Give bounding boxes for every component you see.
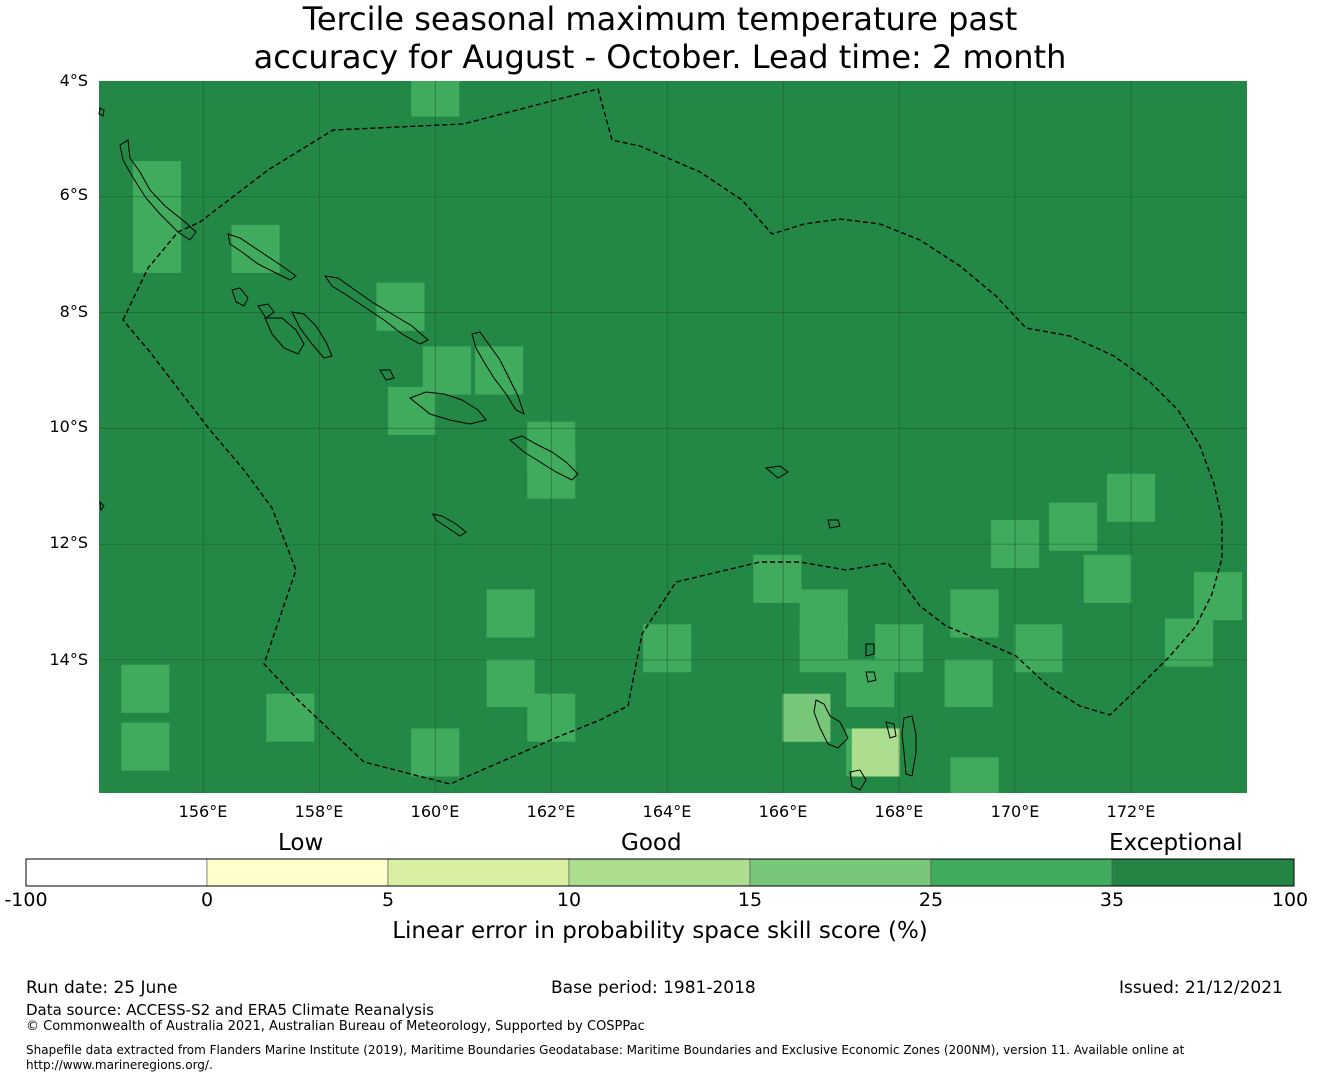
island-outline — [764, 465, 789, 479]
skill-cell — [851, 728, 900, 777]
data-source: Data source: ACCESS-S2 and ERA5 Climate … — [26, 1001, 434, 1019]
island-outline — [409, 391, 487, 425]
colorbar-tick-label: 35 — [1099, 889, 1125, 911]
island-outline — [98, 107, 105, 117]
island-outline — [471, 331, 525, 415]
skill-background — [99, 81, 1247, 793]
island-outline — [379, 369, 395, 381]
skill-cell — [950, 757, 999, 793]
colorbar-tick-label: 100 — [1271, 889, 1309, 911]
colorbar-segment — [25, 858, 208, 887]
island-outline — [865, 671, 877, 683]
skill-cell — [1193, 572, 1243, 621]
skill-cell — [376, 282, 425, 331]
lat-label: 4°S — [59, 71, 88, 90]
skill-cell — [266, 693, 315, 742]
lat-label: 12°S — [49, 533, 88, 552]
island-outline — [901, 715, 917, 777]
colorbar-tick-label: -100 — [4, 889, 48, 911]
colorbar-segment — [1111, 858, 1295, 887]
colorbar-segment — [568, 858, 751, 887]
skill-cell — [753, 554, 802, 603]
skill-cell — [846, 658, 895, 708]
colorbar-tick-label: 15 — [737, 889, 763, 911]
lat-label: 10°S — [49, 417, 88, 436]
lon-label: 172°E — [1106, 802, 1156, 821]
skill-cell — [950, 589, 999, 638]
island-outline — [99, 500, 105, 512]
colorbar-segment — [206, 858, 389, 887]
island-outline — [813, 699, 849, 749]
colorbar-tick-label: 0 — [200, 889, 214, 911]
island-outline — [827, 519, 841, 529]
lat-label: 14°S — [49, 650, 88, 669]
colorbar-tick-label: 5 — [381, 889, 395, 911]
skill-cell — [1014, 624, 1063, 673]
colorbar-tick-label: 10 — [556, 889, 582, 911]
island-outline — [432, 513, 467, 537]
run-date: Run date: 25 June — [26, 978, 178, 998]
title-line-2: accuracy for August - October. Lead time… — [253, 38, 1067, 76]
lat-label: 8°S — [59, 302, 88, 321]
category-label-good: Good — [621, 830, 682, 856]
title-line-1: Tercile seasonal maximum temperature pas… — [302, 0, 1018, 38]
colorbar-label: Linear error in probability space skill … — [392, 918, 928, 944]
island-outline — [119, 139, 197, 241]
skill-cell — [474, 346, 524, 395]
map-title: Tercile seasonal maximum temperature pas… — [0, 0, 1320, 76]
skill-cell — [422, 346, 471, 395]
island-outline — [865, 643, 875, 657]
island-outline — [885, 721, 897, 739]
island-outline — [849, 769, 867, 791]
island-outline — [291, 311, 333, 359]
skill-cell — [799, 624, 848, 673]
colorbar-tick-label: 25 — [918, 889, 944, 911]
lon-label: 158°E — [294, 802, 344, 821]
island-outline — [264, 317, 305, 355]
colorbar-frame — [25, 858, 1295, 887]
lon-label: 156°E — [178, 802, 228, 821]
lon-label: 164°E — [642, 802, 692, 821]
skill-cell — [388, 386, 437, 435]
skill-cell — [121, 722, 170, 771]
coastlines — [98, 88, 1223, 791]
copyright: © Commonwealth of Australia 2021, Austra… — [26, 1019, 645, 1034]
island-outline — [257, 303, 275, 319]
lon-label: 170°E — [990, 802, 1040, 821]
skill-cell — [132, 224, 182, 273]
eez-boundary — [122, 88, 1223, 785]
colorbar-segment — [930, 858, 1113, 887]
category-label-low: Low — [278, 830, 324, 856]
lat-label: 6°S — [59, 185, 88, 204]
island-outline — [509, 435, 579, 481]
shapefile-credit-line-1: Shapefile data extracted from Flanders M… — [26, 1043, 1185, 1057]
lon-label: 162°E — [526, 802, 576, 821]
base-period: Base period: 1981-2018 — [551, 978, 756, 998]
shapefile-credit-line-2: http://www.marineregions.org/. — [26, 1058, 213, 1072]
island-outline — [231, 287, 249, 307]
lon-label: 166°E — [758, 802, 808, 821]
category-label-exceptional: Exceptional — [1109, 830, 1243, 856]
skill-cell — [486, 658, 535, 708]
issued-date: Issued: 21/12/2021 — [1119, 978, 1283, 998]
lon-label: 160°E — [410, 802, 460, 821]
colorbar-segment — [749, 858, 932, 887]
colorbar — [25, 858, 1295, 887]
island-outline — [227, 233, 297, 281]
skill-cell — [1083, 554, 1132, 603]
skill-cell — [121, 664, 170, 713]
lon-label: 168°E — [874, 802, 924, 821]
island-outline — [323, 275, 429, 345]
colorbar-segment — [387, 858, 570, 887]
skill-cell — [1164, 618, 1214, 667]
skill-cell — [486, 589, 535, 638]
map-area — [99, 81, 1247, 793]
skill-cell — [1048, 502, 1098, 551]
skill-cell — [944, 658, 993, 708]
